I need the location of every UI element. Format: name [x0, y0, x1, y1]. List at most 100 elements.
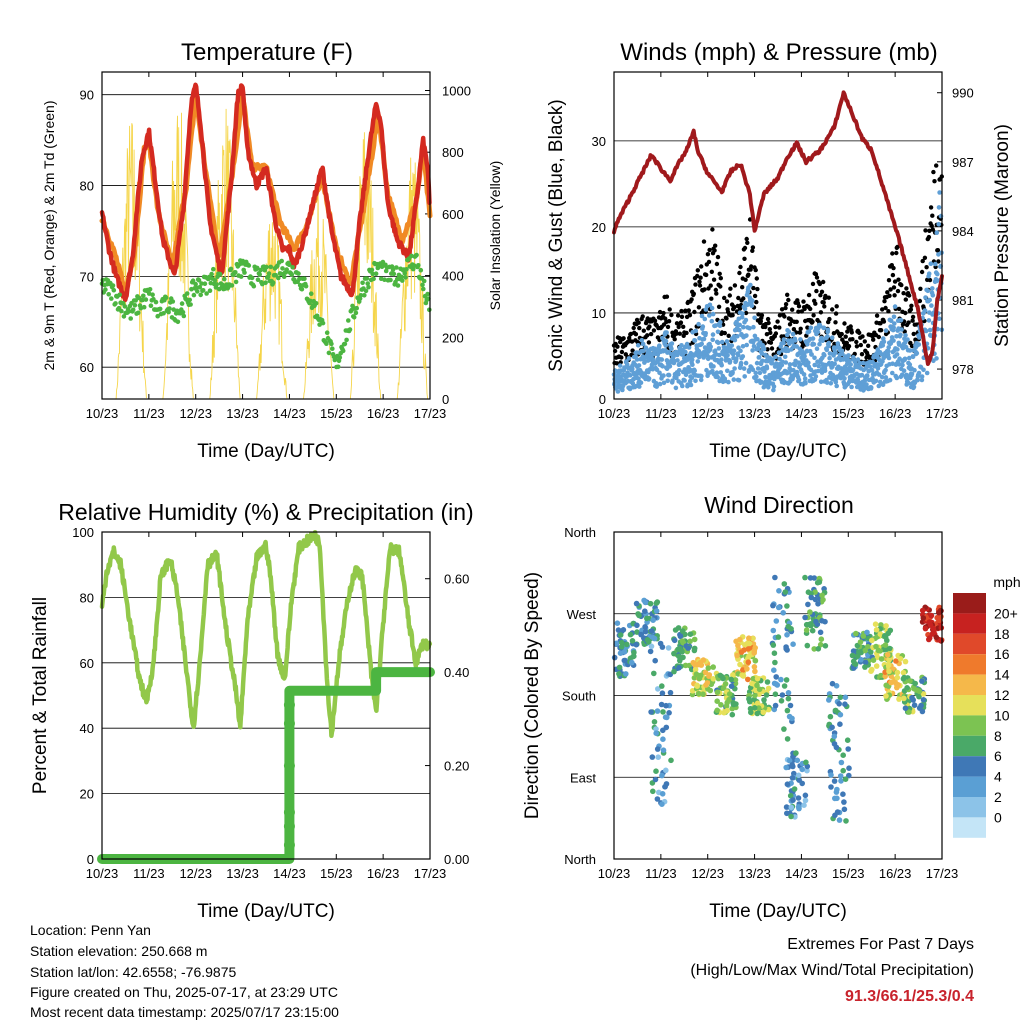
- winds-speed-point: [766, 385, 771, 390]
- temperature-td-point: [222, 276, 227, 282]
- winds-speed-point: [813, 374, 819, 379]
- temperature-td-point: [290, 265, 295, 270]
- direction-point: [718, 702, 724, 708]
- humidity-precip-point: [283, 820, 295, 832]
- temperature-td-point: [233, 279, 239, 285]
- winds-gust-point: [737, 270, 742, 276]
- winds-speed-point: [825, 327, 831, 333]
- speed-legend-swatch: [953, 756, 986, 777]
- temperature-td-point: [179, 301, 185, 306]
- direction-point: [618, 639, 625, 646]
- winds-gust-point: [715, 254, 721, 260]
- winds-gust-point: [896, 277, 901, 282]
- humidity-y2tick-label: 0.00: [444, 852, 469, 867]
- winds-speed-point: [669, 341, 675, 346]
- direction-point: [671, 650, 677, 657]
- temperature-td-point: [229, 283, 235, 288]
- winds-gust-point: [637, 325, 642, 331]
- winds-ytick-label: 0: [599, 392, 606, 407]
- speed-legend-label: 18: [994, 626, 1010, 642]
- winds-speed-point: [899, 372, 905, 378]
- humidity-xtick-label: 10/23: [86, 866, 119, 881]
- winds-gust-point: [929, 223, 934, 228]
- direction-point: [737, 636, 743, 643]
- winds-speed-point: [757, 370, 763, 376]
- direction-point: [726, 696, 732, 703]
- winds-gust-point: [677, 331, 682, 336]
- winds-speed-point: [883, 328, 889, 333]
- direction-point: [773, 674, 779, 680]
- direction-point: [734, 652, 740, 659]
- temperature-td-point: [302, 276, 307, 282]
- direction-point: [802, 792, 809, 799]
- direction-point: [746, 640, 753, 647]
- winds-speed-point: [909, 371, 915, 377]
- direction-point: [680, 654, 686, 661]
- direction-point: [679, 628, 686, 634]
- winds-speed-point: [769, 361, 775, 366]
- direction-point: [675, 625, 682, 631]
- winds-gust-point: [866, 343, 871, 348]
- winds-speed-point: [931, 358, 936, 364]
- winds-speed-point: [929, 303, 934, 308]
- speed-legend-label: 12: [994, 687, 1010, 703]
- direction-point: [844, 737, 851, 743]
- winds-gust-point: [890, 251, 895, 256]
- direction-point: [842, 776, 849, 782]
- direction-point: [744, 666, 750, 672]
- direction-point: [653, 608, 660, 614]
- winds-speed-point: [910, 354, 916, 360]
- winds-gust-point: [802, 306, 807, 312]
- direction-point: [781, 726, 787, 732]
- winds-gust-point: [615, 344, 620, 349]
- direction-point: [900, 669, 907, 676]
- winds-gust-point: [783, 302, 789, 307]
- temperature-td-point: [103, 287, 108, 292]
- direction-point: [633, 600, 640, 607]
- winds-gust-point: [903, 310, 908, 316]
- direction-point: [723, 703, 730, 709]
- direction-point: [878, 672, 884, 679]
- winds-speed-point: [914, 350, 920, 356]
- winds-gust-point: [666, 319, 672, 324]
- winds-speed-point: [727, 359, 733, 364]
- winds-gust-point: [714, 291, 719, 296]
- direction-point: [841, 799, 847, 805]
- temperature-xtick-label: 10/23: [86, 406, 119, 421]
- winds-gust-point: [713, 287, 718, 293]
- winds-gust-point: [750, 248, 755, 253]
- direction-point: [836, 817, 843, 823]
- winds-speed-point: [636, 376, 641, 381]
- direction-point: [660, 709, 666, 715]
- temperature-td-point: [264, 264, 269, 270]
- winds-speed-point: [643, 346, 649, 351]
- winds-speed-point: [815, 329, 821, 335]
- winds-y2tick-label: 987: [952, 155, 974, 170]
- winds-speed-point: [761, 346, 767, 352]
- temperature-td-point: [284, 267, 290, 272]
- temperature-td-point: [324, 341, 329, 347]
- direction-point: [888, 679, 894, 686]
- direction-point: [728, 676, 734, 683]
- temperature-td-point: [353, 310, 359, 316]
- footer-latlon: Station lat/lon: 42.6558; -76.9875: [30, 964, 237, 980]
- direction-point: [735, 642, 741, 649]
- winds-xtick-label: 10/23: [598, 406, 631, 421]
- humidity-ylabel: Percent & Total Rainfall: [30, 597, 51, 794]
- winds-gust-point: [708, 283, 713, 288]
- direction-point: [906, 709, 912, 715]
- winds-speed-point: [734, 356, 739, 362]
- winds-speed-point: [822, 368, 828, 374]
- winds-speed-point: [823, 362, 828, 368]
- winds-speed-point: [812, 355, 817, 361]
- direction-xtick-label: 16/23: [879, 866, 912, 881]
- direction-point: [873, 627, 880, 633]
- direction-point: [833, 789, 840, 795]
- winds-gust-point: [917, 298, 923, 304]
- extremes-subtitle: (High/Low/Max Wind/Total Precipitation): [690, 962, 974, 979]
- winds-gust-point: [892, 279, 898, 284]
- winds-speed-point: [684, 341, 690, 347]
- temperature-td-point: [188, 302, 193, 307]
- winds-gust-point: [744, 236, 749, 242]
- direction-point: [878, 656, 885, 662]
